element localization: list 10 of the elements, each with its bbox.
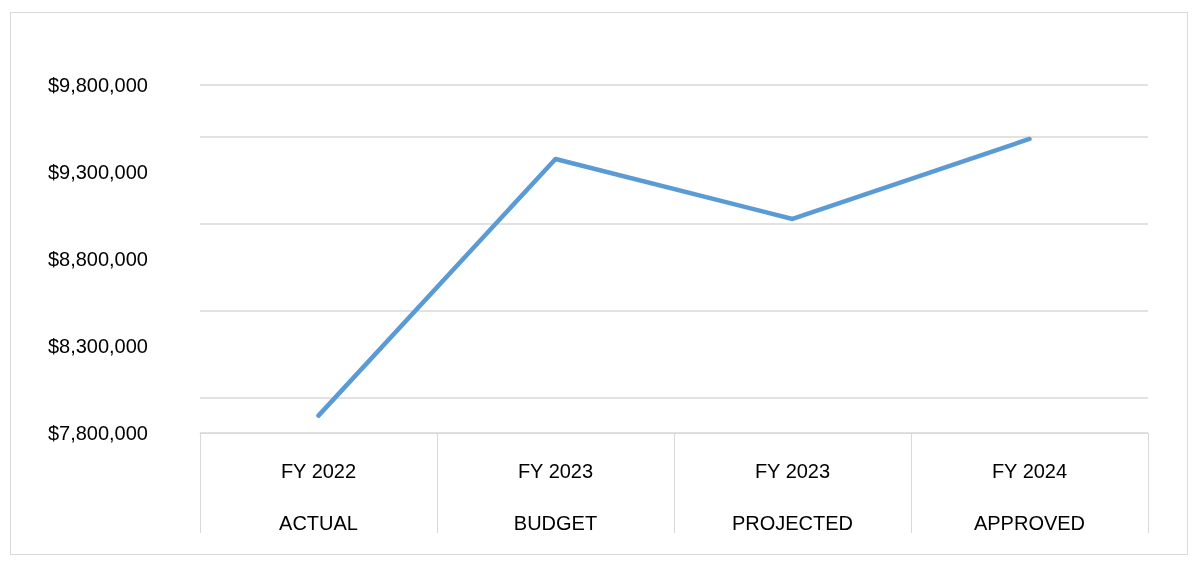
- category-label: FY 2023 PROJECTED: [731, 460, 854, 534]
- y-tick-label: $9,300,000: [47, 161, 148, 183]
- y-tick-label: $8,800,000: [47, 248, 148, 270]
- y-tick-label: $8,300,000: [47, 335, 148, 357]
- y-tick-label: $7,800,000: [47, 422, 148, 444]
- category-label: FY 2022 ACTUAL: [279, 460, 358, 534]
- line-series: [316, 136, 1032, 418]
- category-label: FY 2024 APPROVED: [973, 460, 1086, 534]
- y-tick-label: $9,800,000: [47, 74, 148, 96]
- category-label: FY 2023 BUDGET: [513, 460, 598, 534]
